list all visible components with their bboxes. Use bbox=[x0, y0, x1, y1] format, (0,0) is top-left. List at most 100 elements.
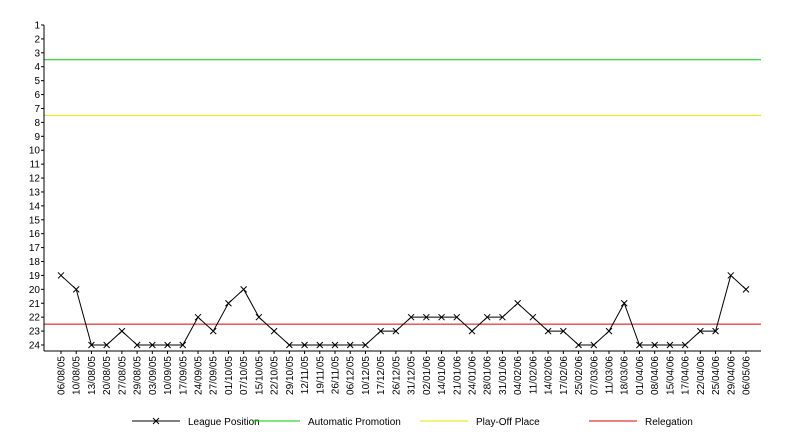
data-point bbox=[712, 327, 719, 335]
y-tick-label: 1 bbox=[34, 21, 40, 32]
x-tick-label: 20/08/05 bbox=[102, 356, 113, 395]
data-point bbox=[255, 313, 263, 321]
legend-item: Relegation bbox=[589, 417, 693, 428]
y-tick-label: 23 bbox=[29, 327, 41, 338]
data-point bbox=[422, 313, 430, 321]
y-tick-label: 18 bbox=[29, 257, 41, 268]
x-tick-label: 06/08/05 bbox=[57, 356, 68, 395]
legend-marker bbox=[152, 417, 160, 425]
x-tick-label: 18/03/06 bbox=[620, 356, 631, 395]
x-tick-label: 29/08/05 bbox=[133, 356, 144, 395]
y-tick-label: 3 bbox=[34, 48, 40, 59]
y-tick-label: 16 bbox=[29, 229, 41, 240]
data-point bbox=[590, 341, 598, 349]
x-tick-label: 04/02/06 bbox=[513, 356, 524, 395]
y-tick-label: 5 bbox=[34, 76, 40, 87]
data-point bbox=[118, 327, 126, 335]
legend: League Position Automatic Promotion Play-O… bbox=[132, 417, 693, 428]
data-point bbox=[392, 327, 400, 335]
data-point bbox=[209, 327, 217, 335]
x-tick-label: 22/04/06 bbox=[696, 356, 707, 395]
x-tick-label: 21/01/06 bbox=[452, 356, 463, 395]
x-tick-label: 08/04/06 bbox=[650, 356, 661, 395]
data-point bbox=[727, 272, 735, 279]
x-tick-label: 27/08/05 bbox=[117, 356, 128, 395]
y-tick-label: 20 bbox=[29, 285, 41, 296]
x-tick-label: 22/10/05 bbox=[270, 356, 281, 395]
x-tick-label: 12/11/05 bbox=[300, 356, 311, 395]
y-tick-label: 4 bbox=[34, 62, 40, 73]
x-tick-label: 01/10/05 bbox=[224, 356, 235, 395]
data-point bbox=[605, 327, 613, 335]
legend-label: Automatic Promotion bbox=[308, 417, 401, 428]
x-tick-label: 25/02/06 bbox=[574, 356, 585, 395]
data-point bbox=[499, 313, 506, 321]
series-line bbox=[60, 274, 747, 346]
data-point bbox=[742, 285, 750, 293]
data-point bbox=[362, 341, 369, 349]
y-tick-label: 12 bbox=[29, 174, 41, 185]
data-point bbox=[407, 313, 415, 321]
data-point bbox=[270, 327, 278, 335]
x-tick-label: 15/04/06 bbox=[665, 356, 676, 395]
x-tick-label: 06/12/05 bbox=[346, 356, 357, 395]
data-point bbox=[57, 272, 65, 279]
x-tick-label: 11/03/06 bbox=[605, 356, 616, 395]
x-tick-label: 31/01/06 bbox=[498, 356, 509, 395]
reference-lines bbox=[44, 59, 761, 325]
data-point bbox=[88, 341, 95, 349]
legend-item: Play-Off Place bbox=[420, 417, 540, 428]
x-tick-label: 11/02/06 bbox=[528, 356, 539, 395]
x-tick-label: 07/10/05 bbox=[239, 356, 250, 395]
x-tick-label: 26/12/05 bbox=[391, 356, 402, 395]
data-point bbox=[133, 341, 141, 349]
x-tick-label: 24/01/06 bbox=[468, 356, 479, 395]
y-tick-label: 6 bbox=[34, 90, 40, 101]
data-point bbox=[529, 313, 537, 321]
x-tick-label: 17/12/05 bbox=[376, 356, 387, 395]
x-tick-label: 25/04/06 bbox=[711, 356, 722, 395]
chart-axes: 1234567891011121314151617181920212223240… bbox=[29, 21, 761, 395]
data-point bbox=[438, 313, 445, 321]
data-point bbox=[696, 327, 704, 335]
y-tick-label: 13 bbox=[29, 187, 41, 198]
y-tick-label: 7 bbox=[34, 104, 40, 115]
y-tick-label: 11 bbox=[30, 160, 41, 171]
legend-item: Automatic Promotion bbox=[252, 417, 401, 428]
x-tick-label: 17/09/05 bbox=[178, 356, 189, 395]
y-tick-label: 21 bbox=[29, 299, 41, 310]
x-tick-label: 29/10/05 bbox=[285, 356, 296, 395]
y-tick-label: 2 bbox=[34, 34, 40, 45]
data-point bbox=[377, 327, 385, 335]
x-tick-label: 02/01/06 bbox=[422, 356, 433, 395]
data-point bbox=[544, 327, 552, 335]
data-point bbox=[316, 341, 324, 349]
y-tick-label: 22 bbox=[29, 313, 41, 324]
legend-label: Play-Off Place bbox=[476, 417, 540, 428]
x-tick-label: 26/11/05 bbox=[331, 356, 342, 395]
x-tick-label: 24/09/05 bbox=[194, 356, 205, 395]
data-point bbox=[301, 341, 308, 349]
x-tick-label: 15/10/05 bbox=[254, 356, 265, 395]
data-point bbox=[514, 299, 522, 307]
data-point bbox=[225, 299, 232, 307]
x-tick-label: 07/03/06 bbox=[589, 356, 600, 395]
x-tick-label: 06/05/06 bbox=[742, 356, 753, 395]
y-tick-label: 17 bbox=[29, 243, 41, 254]
data-point bbox=[331, 341, 339, 349]
x-tick-label: 19/11/05 bbox=[315, 356, 326, 395]
x-tick-label: 29/04/06 bbox=[726, 356, 737, 395]
data-point bbox=[72, 285, 80, 293]
x-tick-label: 28/01/06 bbox=[483, 356, 494, 395]
x-tick-label: 17/02/06 bbox=[559, 356, 570, 395]
data-point bbox=[453, 313, 461, 321]
y-tick-label: 14 bbox=[29, 201, 41, 212]
y-tick-label: 24 bbox=[29, 341, 41, 352]
data-point bbox=[179, 341, 187, 349]
data-point bbox=[681, 341, 689, 349]
data-point bbox=[559, 327, 567, 335]
data-point bbox=[194, 313, 202, 321]
data-point bbox=[575, 341, 582, 349]
x-tick-label: 17/04/06 bbox=[681, 356, 692, 395]
